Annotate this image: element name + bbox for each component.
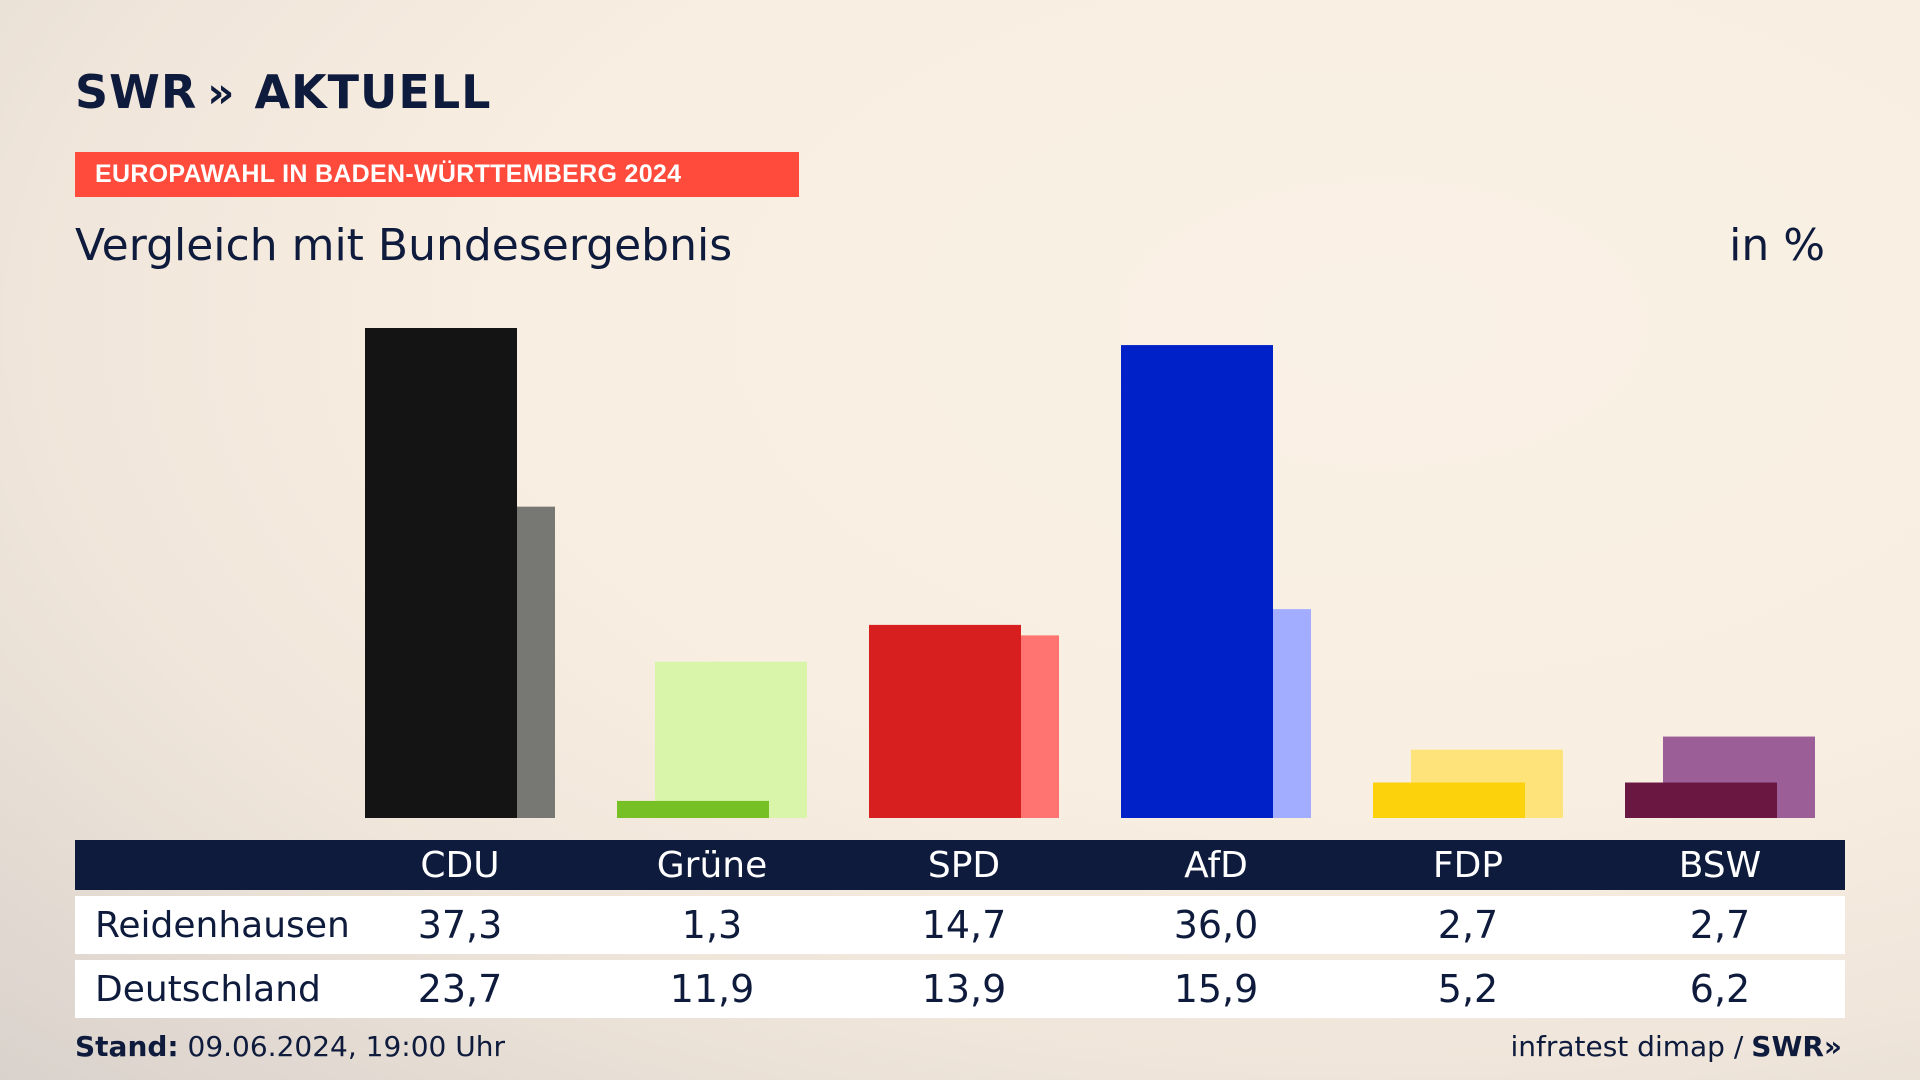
party-header: AfD [1184,844,1248,886]
value-cell: 13,9 [921,967,1007,1011]
election-banner: EUROPAWAHL IN BADEN-WÜRTTEMBERG 2024 [75,152,799,197]
row-label: Reidenhausen [95,904,350,946]
table-header-row: CDU Grüne SPD AfD FDP BSW [75,840,1845,890]
row-label: Deutschland [95,968,321,1010]
chevron-right-icon: » [1823,1030,1842,1063]
swr-aktuell-logo: SWR » AKTUELL [75,65,492,119]
value-cell: 2,7 [1437,903,1499,947]
bar-deutschland-grüne [655,661,807,818]
value-cell: 23,7 [417,967,503,1011]
source-credit: infratest dimap / SWR» [1510,1030,1842,1063]
party-header: FDP [1432,844,1504,886]
chart-subtitle: Vergleich mit Bundesergebnis [75,220,733,271]
value-cell: 1,3 [681,903,743,947]
bar-reidenhausen-cdu [365,328,517,818]
bar-reidenhausen-afd [1121,345,1273,818]
party-header: Grüne [656,844,768,886]
value-cell: 37,3 [417,903,503,947]
source-text: infratest dimap / [1510,1030,1744,1063]
results-table: CDU Grüne SPD AfD FDP BSW Reidenhausen 37,3 1,3… [75,840,1845,1018]
bar-reidenhausen-spd [869,624,1021,818]
value-cell: 15,9 [1173,967,1259,1011]
stand-label: Stand: [75,1030,179,1063]
swr-small-logo: SWR» [1751,1030,1842,1063]
unit-label: in % [1729,220,1825,271]
aktuell-wordmark: AKTUELL [254,65,492,119]
swr-wordmark: SWR [75,65,198,119]
bar-chart [365,328,1815,818]
value-cell: 2,7 [1689,903,1751,947]
party-header: SPD [927,844,1001,886]
value-cell: 14,7 [921,903,1007,947]
value-cell: 11,9 [669,967,755,1011]
bar-reidenhausen-bsw [1625,782,1777,818]
party-header: BSW [1678,844,1762,886]
value-cell: 5,2 [1437,967,1499,1011]
bar-reidenhausen-grüne [617,800,769,818]
value-cell: 6,2 [1689,967,1751,1011]
table-row: Reidenhausen 37,3 1,3 14,7 36,0 2,7 2,7 [75,896,1845,954]
timestamp: Stand: 09.06.2024, 19:00 Uhr [75,1030,505,1063]
stand-value: 09.06.2024, 19:00 Uhr [178,1030,505,1063]
value-cell: 36,0 [1173,903,1259,947]
bar-reidenhausen-fdp [1373,782,1525,818]
party-header: CDU [420,844,500,886]
table-row: Deutschland 23,7 11,9 13,9 15,9 5,2 6,2 [75,960,1845,1018]
